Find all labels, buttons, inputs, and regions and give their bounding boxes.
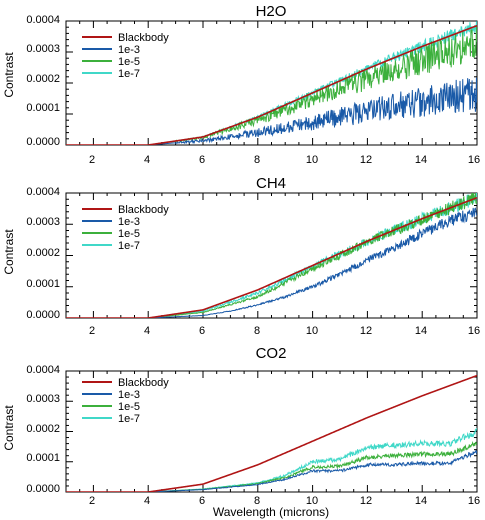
x-tick-label: 14 <box>415 325 427 337</box>
legend-label-1e-3: 1e-3 <box>118 44 140 56</box>
series-line-1e-5 <box>66 193 477 318</box>
panel-title: CH4 <box>256 175 286 192</box>
series-line-1e-3 <box>66 450 477 492</box>
x-axis-label: Wavelength (microns) <box>213 505 329 519</box>
y-tick-label: 0.0001 <box>26 278 60 290</box>
legend-label-1e-7: 1e-7 <box>118 68 140 80</box>
y-tick-label: 0.0002 <box>26 247 60 259</box>
x-tick-label: 6 <box>199 325 205 337</box>
x-tick-label: 14 <box>415 495 427 507</box>
legend: Blackbody 1e-3 1e-5 1e-7 <box>82 204 169 252</box>
panel-h2o: H2O Contrast 0.0004 0.0003 0.0002 0.0001… <box>2 3 480 166</box>
x-tick-labels: 2 4 6 8 10 12 14 16 <box>89 154 480 166</box>
plot-area-h2o <box>65 20 478 146</box>
y-axis-label: Contrast <box>2 52 16 98</box>
legend-label-blackbody: Blackbody <box>118 377 169 389</box>
y-tick-label: 0.0001 <box>26 102 60 114</box>
plot-area-ch4 <box>65 192 478 319</box>
x-tick-label: 2 <box>89 495 95 507</box>
x-tick-label: 12 <box>360 325 372 337</box>
legend-label-blackbody: Blackbody <box>118 204 169 216</box>
y-tick-labels: 0.0004 0.0003 0.0002 0.0001 0.0000 <box>26 14 60 148</box>
x-tick-label: 10 <box>306 154 318 166</box>
x-tick-label: 6 <box>199 154 205 166</box>
y-tick-label: 0.0004 <box>26 186 60 198</box>
y-tick-label: 0.0003 <box>26 216 60 228</box>
y-axis-label: Contrast <box>2 229 16 275</box>
panel-title: H2O <box>256 3 287 20</box>
legend-label-1e-5: 1e-5 <box>118 401 140 413</box>
legend-label-blackbody: Blackbody <box>118 32 169 44</box>
y-tick-label: 0.0002 <box>26 423 60 435</box>
y-tick-label: 0.0004 <box>26 14 60 26</box>
y-tick-label: 0.0003 <box>26 393 60 405</box>
x-tick-label: 16 <box>468 325 480 337</box>
y-tick-label: 0.0000 <box>26 136 60 148</box>
panel-co2: CO2 Contrast 0.0004 0.0003 0.0002 0.0001… <box>2 345 480 519</box>
x-tick-label: 14 <box>415 154 427 166</box>
y-axis-label: Contrast <box>2 405 16 451</box>
y-tick-label: 0.0004 <box>26 364 60 376</box>
y-tick-label: 0.0003 <box>26 43 60 55</box>
y-tick-label: 0.0002 <box>26 73 60 85</box>
x-tick-label: 12 <box>360 154 372 166</box>
series-line-1e-3 <box>66 207 477 318</box>
plot-area-co2 <box>65 370 478 493</box>
x-tick-label: 8 <box>254 325 260 337</box>
x-tick-label: 16 <box>468 154 480 166</box>
legend: Blackbody 1e-3 1e-5 1e-7 <box>82 32 169 80</box>
series-line-1e-5 <box>66 441 477 492</box>
series-line-1e-7 <box>66 427 477 492</box>
panel-title: CO2 <box>256 345 287 362</box>
x-tick-label: 8 <box>254 495 260 507</box>
legend-label-1e-5: 1e-5 <box>118 56 140 68</box>
series-line-1e-5 <box>66 26 477 145</box>
series-line-1e-3 <box>66 77 477 145</box>
series-line-blackbody <box>66 196 477 318</box>
series-line-blackbody <box>66 374 477 492</box>
x-tick-label: 6 <box>199 495 205 507</box>
x-tick-label: 4 <box>144 495 150 507</box>
y-tick-label: 0.0000 <box>26 309 60 321</box>
x-tick-label: 10 <box>306 325 318 337</box>
x-tick-label: 2 <box>89 154 95 166</box>
legend-label-1e-3: 1e-3 <box>118 216 140 228</box>
legend-label-1e-7: 1e-7 <box>118 240 140 252</box>
y-tick-label: 0.0001 <box>26 452 60 464</box>
x-tick-label: 4 <box>144 154 150 166</box>
x-tick-label: 12 <box>360 495 372 507</box>
legend-label-1e-3: 1e-3 <box>118 389 140 401</box>
x-tick-label: 8 <box>254 154 260 166</box>
legend: Blackbody 1e-3 1e-5 1e-7 <box>82 377 169 425</box>
legend-label-1e-5: 1e-5 <box>118 228 140 240</box>
x-tick-labels: 2 4 6 8 10 12 14 16 <box>89 495 480 507</box>
x-tick-label: 16 <box>468 495 480 507</box>
x-tick-labels: 2 4 6 8 10 12 14 16 <box>89 325 480 337</box>
series-line-blackbody <box>66 24 477 145</box>
legend-label-1e-7: 1e-7 <box>118 413 140 425</box>
x-tick-label: 4 <box>144 325 150 337</box>
y-tick-label: 0.0000 <box>26 483 60 495</box>
x-tick-label: 10 <box>306 495 318 507</box>
y-tick-labels: 0.0004 0.0003 0.0002 0.0001 0.0000 <box>26 364 60 495</box>
y-tick-labels: 0.0004 0.0003 0.0002 0.0001 0.0000 <box>26 186 60 321</box>
panel-ch4: CH4 Contrast 0.0004 0.0003 0.0002 0.0001… <box>2 175 480 337</box>
x-tick-label: 2 <box>89 325 95 337</box>
